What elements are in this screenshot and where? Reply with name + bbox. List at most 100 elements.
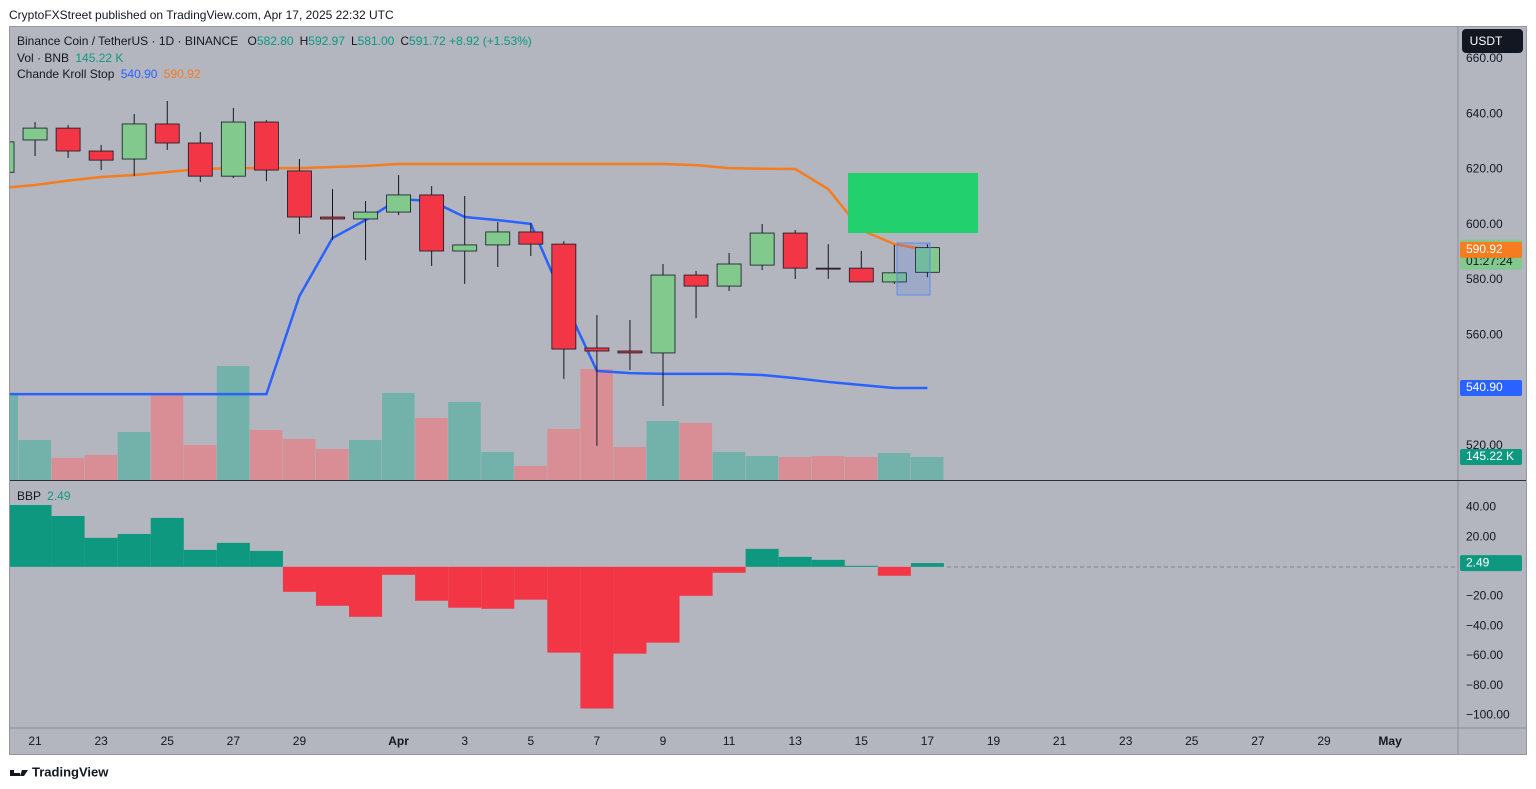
- price-marker: 590.92: [1466, 242, 1503, 256]
- bbp-bar: [150, 517, 184, 567]
- measure-box: [848, 173, 978, 233]
- change: +8.92 (+1.53%): [449, 34, 532, 48]
- bbp-tick-label: −100.00: [1466, 708, 1510, 722]
- x-tick-label: 13: [789, 734, 803, 748]
- bbp-bar: [415, 566, 449, 601]
- bbp-value: 2.49: [47, 489, 71, 503]
- bbp-bar: [745, 548, 779, 567]
- ohlc-key: O: [247, 34, 257, 48]
- x-tick-label: 7: [594, 734, 601, 748]
- volume-bar: [315, 448, 349, 480]
- candle-body: [320, 216, 345, 220]
- price-marker-bg: [1460, 380, 1522, 397]
- bbp-bar: [315, 566, 350, 606]
- bbp-bar: [349, 566, 383, 617]
- candle-body: [485, 231, 511, 246]
- x-tick-label: 21: [1053, 734, 1067, 748]
- x-tick-label: 3: [461, 734, 468, 748]
- bbp-tick-label: −40.00: [1466, 618, 1503, 632]
- x-tick-label: Apr: [388, 734, 409, 748]
- x-tick-label: 27: [227, 734, 241, 748]
- volume-bar: [349, 440, 382, 480]
- x-tick-label: 5: [527, 734, 534, 748]
- bbp-bar: [117, 533, 151, 567]
- volume-bar: [547, 428, 580, 480]
- candle-body: [55, 127, 81, 152]
- bbp-bar: [382, 566, 416, 575]
- y-tick-label: 520.00: [1466, 438, 1503, 452]
- currency-button[interactable]: [1462, 29, 1523, 53]
- x-tick-label: May: [1378, 734, 1402, 748]
- ohlc-key: L: [350, 34, 358, 48]
- volume-bar: [877, 453, 911, 480]
- bbp-bar: [481, 566, 515, 609]
- bbp-bar: [282, 566, 316, 592]
- indicator-value: 590.92: [163, 67, 201, 81]
- volume-bar: [778, 457, 812, 480]
- bbp-name: BBP: [17, 489, 41, 503]
- volume-value: 145.22 K: [75, 51, 124, 65]
- ohlc-key: H: [299, 34, 309, 48]
- plot: [10, 101, 944, 709]
- volume-bar: [382, 392, 415, 480]
- candle-body: [650, 274, 676, 354]
- bbp-tick-label: −80.00: [1466, 678, 1503, 692]
- candle-body: [815, 267, 841, 270]
- bbp-bar: [712, 566, 746, 573]
- measure-selection: [896, 242, 931, 296]
- volume-bar: [646, 421, 680, 480]
- bbp-bar: [778, 556, 812, 567]
- bbp-tick-label: −20.00: [1466, 589, 1503, 603]
- y-tick-label: 580.00: [1466, 272, 1503, 286]
- candle-body: [452, 244, 478, 252]
- candle-body: [551, 243, 577, 350]
- currency-label[interactable]: USDT: [1470, 34, 1503, 48]
- candle-body: [782, 232, 808, 269]
- x-tick-label: 17: [921, 734, 935, 748]
- volume-bar: [514, 466, 547, 480]
- candle-body: [683, 274, 709, 287]
- symbol: Binance Coin / TetherUS · 1D · BINANCE: [17, 34, 239, 48]
- bbp-bar: [613, 566, 647, 654]
- price-marker: 540.90: [1466, 380, 1503, 394]
- volume-bar: [811, 456, 845, 480]
- publish-info: CryptoFXStreet published on TradingView.…: [9, 8, 394, 22]
- candle-body: [915, 247, 940, 273]
- candle-body: [287, 170, 312, 218]
- volume-bar: [117, 431, 151, 480]
- volume-bar: [910, 456, 944, 480]
- bbp-bar: [877, 566, 911, 576]
- candle-body: [187, 142, 213, 177]
- x-tick-label: 29: [1317, 734, 1331, 748]
- x-tick-label: 23: [94, 734, 108, 748]
- ohlc-value: 592.97: [308, 34, 345, 48]
- legend-indicator: Chande Kroll Stop 540.90 590.92: [17, 67, 201, 81]
- volume-bar: [415, 418, 448, 480]
- bbp-bar: [216, 542, 250, 567]
- volume-bar: [679, 422, 713, 480]
- volume-bar: [282, 438, 316, 480]
- y-tick-label: 600.00: [1466, 217, 1503, 231]
- x-tick-label: 21: [28, 734, 42, 748]
- candle-body: [253, 121, 279, 171]
- bbp-bar: [646, 566, 680, 643]
- candle-body: [220, 121, 246, 177]
- volume-bar: [249, 429, 283, 480]
- bbp-bar: [547, 566, 581, 653]
- candle-body: [353, 211, 378, 220]
- bbp-bar: [844, 565, 878, 567]
- volume-bar: [712, 451, 746, 480]
- bbp-bar: [84, 537, 118, 567]
- bbp-bar: [448, 566, 482, 608]
- volume-bar: [745, 456, 779, 480]
- y-tick-label: 560.00: [1466, 327, 1503, 341]
- legend-volume: Vol · BNB 145.22 K: [17, 51, 123, 65]
- x-tick-label: 15: [855, 734, 869, 748]
- candle-body: [848, 267, 874, 283]
- candle-body: [10, 141, 15, 173]
- bbp-tick-label: 40.00: [1466, 500, 1496, 514]
- bbp-bar: [679, 566, 713, 596]
- bbp-bar: [51, 515, 85, 567]
